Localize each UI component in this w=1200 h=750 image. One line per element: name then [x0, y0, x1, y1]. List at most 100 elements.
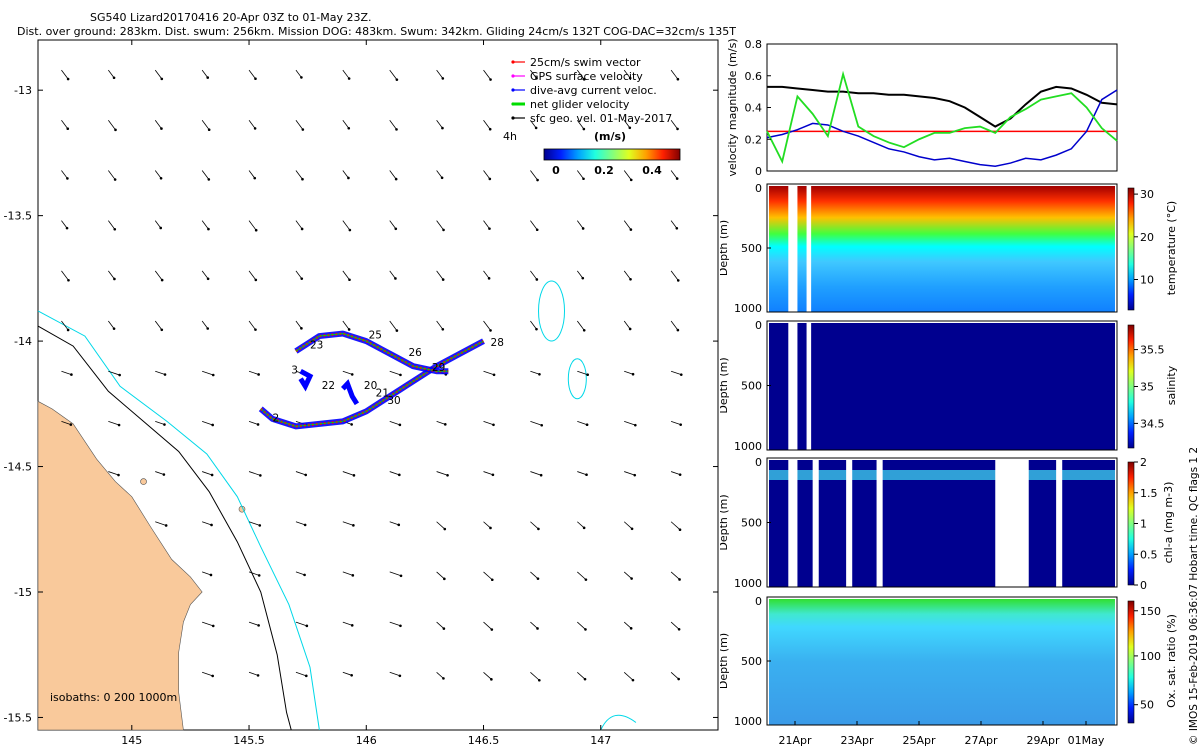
sfc-vel-arrow-head — [583, 677, 587, 681]
sfc-vel-arrow — [389, 571, 402, 577]
sfc-vel-arrow — [670, 320, 679, 331]
sfc-vel-arrow-head — [678, 578, 681, 581]
colorbar-tick-label: 35 — [1140, 381, 1154, 394]
sfc-vel-arrow — [623, 170, 632, 181]
sfc-vel-arrow — [577, 421, 588, 426]
mainland — [37, 400, 203, 731]
colorbar-label: chl-a (mg m-3) — [1162, 482, 1175, 564]
sfc-vel-arrow — [295, 69, 302, 78]
sfc-vel-arrow-head — [490, 578, 494, 582]
sfc-vel-arrow-head — [675, 177, 679, 180]
sfc-vel-arrow — [623, 521, 633, 530]
sfc-vel-arrow — [248, 421, 259, 425]
time-tick-label: 23Apr — [840, 734, 874, 747]
colorbar-tick-label: 35.5 — [1140, 344, 1165, 357]
sfc-vel-arrow-head — [301, 128, 305, 131]
sfc-vel-arrow — [436, 621, 445, 629]
sfc-vel-arrow-head — [159, 226, 163, 230]
sfc-vel-arrow-head — [539, 473, 543, 477]
legend-scale-label: 4h — [503, 130, 517, 143]
sfc-vel-arrow — [483, 671, 492, 680]
sfc-vel-arrow-head — [300, 76, 303, 79]
data-gap — [876, 459, 883, 587]
depth-tick-label: 500 — [741, 655, 762, 668]
velocity-series-green — [766, 70, 1118, 165]
sfc-vel-arrow-head — [631, 372, 635, 376]
copyright-note: © IMOS 15-Feb-2019 06:36:07 Hobart time.… — [1188, 446, 1200, 745]
sfc-vel-arrow — [202, 521, 212, 526]
map-xtick-label: 145.5 — [233, 734, 265, 747]
data-gap — [995, 459, 1029, 587]
sfc-vel-arrow — [108, 421, 120, 426]
sfc-vel-arrow-head — [207, 128, 211, 131]
sfc-vel-arrow — [670, 170, 678, 179]
sfc-vel-arrow-head — [395, 329, 399, 332]
sfc-vel-arrow — [248, 370, 259, 375]
sfc-vel-arrow-head — [347, 176, 350, 180]
map-xtick-label: 145 — [121, 734, 142, 747]
sfc-vel-arrow-head — [159, 176, 163, 180]
sfc-vel-arrow-head — [207, 227, 210, 231]
sfc-vel-arrow — [670, 370, 682, 376]
sfc-vel-arrow — [202, 421, 213, 426]
glider-track — [258, 330, 485, 430]
sfc-vel-arrow-head — [256, 423, 260, 426]
sfc-vel-arrow-head — [394, 277, 397, 280]
sfc-vel-arrow — [576, 270, 584, 279]
sfc-vel-arrow-head — [582, 127, 586, 131]
colorbar-tick-label: 150 — [1140, 605, 1161, 618]
dive-label: 30 — [387, 395, 400, 407]
sfc-vel-arrow — [389, 621, 401, 627]
sfc-vel-arrow-head — [117, 473, 120, 477]
sfc-vel-arrow — [576, 69, 585, 80]
depth-tick-label: 1000 — [734, 302, 762, 315]
sfc-vel-arrow-head — [629, 627, 633, 630]
velocity-ytick-label: 0.2 — [745, 133, 763, 146]
sfc-vel-arrow — [436, 521, 446, 530]
sfc-vel-arrow-head — [163, 423, 166, 426]
sfc-vel-arrow-head — [112, 327, 116, 330]
legend-colorbar — [543, 148, 681, 161]
sfc-vel-arrow-head — [347, 328, 351, 331]
sfc-vel-arrow — [623, 571, 632, 579]
sfc-vel-arrow-head — [160, 328, 164, 332]
sfc-vel-arrow — [577, 621, 586, 630]
data-gap — [806, 322, 812, 450]
sfc-vel-arrow-head — [677, 627, 681, 631]
sfc-vel-arrow — [483, 571, 493, 581]
sfc-vel-arrow-head — [397, 523, 401, 527]
sfc-vel-arrow-head — [581, 276, 585, 280]
sfc-vel-arrow-head — [69, 423, 73, 426]
colorbar-tick-label: 50 — [1140, 699, 1154, 712]
sfc-vel-arrow-head — [117, 423, 121, 427]
sfc-vel-arrow-head — [160, 278, 164, 282]
velocity-ytick-label: 0.4 — [745, 102, 763, 115]
sfc-vel-arrow — [624, 471, 635, 476]
sfc-vel-arrow-head — [585, 423, 589, 427]
legend-item: dive-avg current veloc. — [530, 84, 657, 97]
sfc-vel-arrow — [61, 170, 68, 179]
sfc-vel-arrow-head — [489, 526, 492, 530]
sfc-vel-arrow-head — [442, 627, 446, 630]
sfc-vel-arrow — [483, 320, 491, 331]
sfc-vel-arrow-head — [350, 423, 353, 426]
sfc-vel-arrow-head — [491, 473, 495, 477]
sfc-vel-arrow-head — [300, 227, 304, 231]
sfc-vel-arrow — [530, 421, 542, 426]
sfc-vel-arrow-head — [582, 78, 586, 81]
sfc-vel-arrow-head — [535, 228, 539, 232]
sfc-vel-arrow — [201, 220, 209, 230]
sfc-vel-arrow-head — [582, 328, 586, 332]
sfc-vel-arrow — [576, 320, 585, 331]
sfc-vel-arrow — [623, 220, 632, 230]
sfc-vel-arrow — [577, 571, 587, 580]
sfc-vel-arrow-head — [441, 126, 444, 130]
sfc-vel-arrow-head — [65, 226, 69, 230]
sfc-vel-arrow-head — [253, 127, 257, 130]
sfc-vel-arrow-head — [628, 327, 632, 331]
sfc-vel-arrow — [577, 370, 588, 376]
sfc-vel-arrow-head — [584, 578, 588, 581]
colorbar-tick-label: 1 — [1140, 518, 1147, 531]
sfc-vel-arrow — [202, 571, 212, 576]
sfc-vel-arrow-head — [257, 574, 261, 577]
